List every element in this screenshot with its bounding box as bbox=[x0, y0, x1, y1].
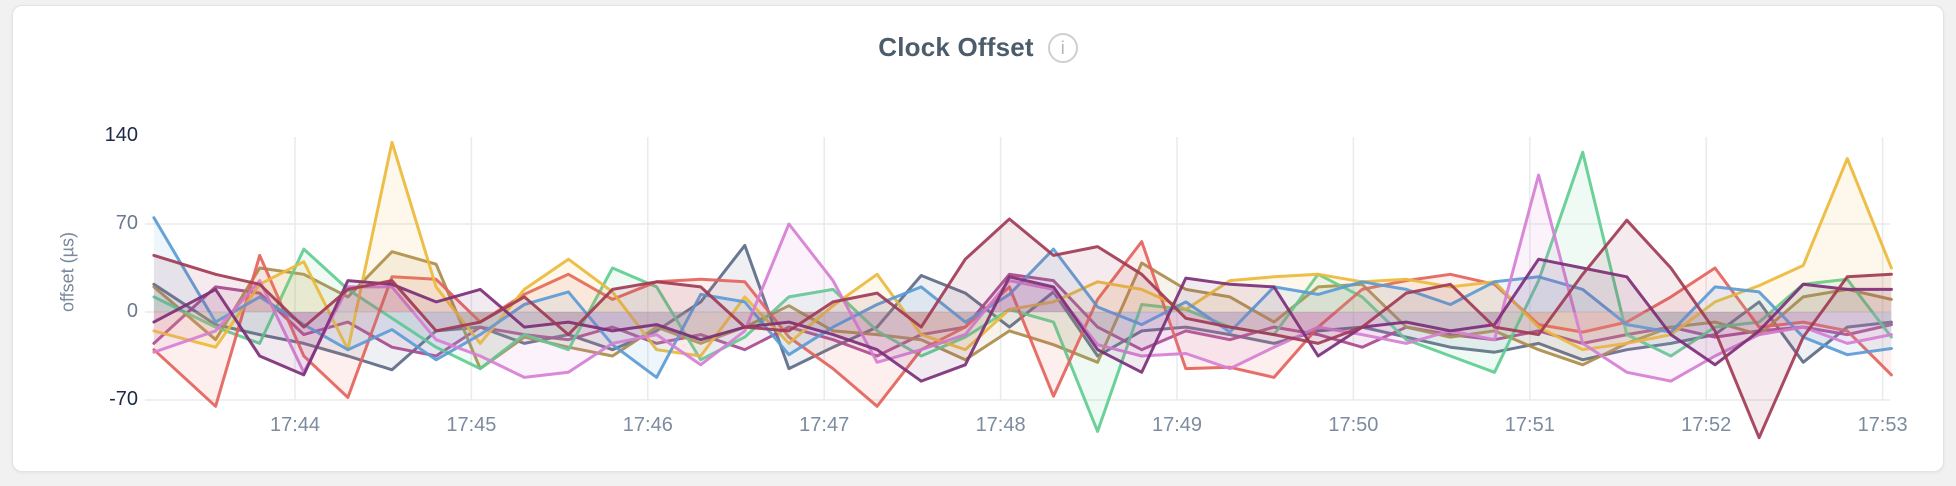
series-layer bbox=[152, 140, 1893, 440]
series-area-series-4 bbox=[153, 152, 1892, 432]
info-icon[interactable]: i bbox=[1047, 32, 1078, 63]
series-area-series-9 bbox=[153, 259, 1892, 382]
series-line-series-4 bbox=[152, 150, 1893, 433]
chart-panel: Clock Offset i offset (µs) bbox=[12, 5, 1944, 472]
series-area-series-5 bbox=[153, 241, 1892, 407]
series-line-series-9 bbox=[152, 257, 1893, 383]
series-area-series-7 bbox=[153, 217, 1892, 378]
series-area-series-10 bbox=[153, 219, 1892, 438]
panel-header: Clock Offset i bbox=[13, 32, 1943, 63]
series-area-series-3 bbox=[153, 251, 1892, 369]
panel-title: Clock Offset bbox=[878, 32, 1034, 62]
series-area-series-1 bbox=[153, 245, 1892, 370]
series-line-series-8 bbox=[152, 173, 1893, 383]
plot-area[interactable] bbox=[145, 137, 1890, 400]
series-line-series-10 bbox=[152, 217, 1893, 440]
series-line-series-5 bbox=[152, 240, 1893, 408]
series-line-series-2 bbox=[152, 272, 1893, 358]
series-line-series-6 bbox=[152, 140, 1893, 358]
